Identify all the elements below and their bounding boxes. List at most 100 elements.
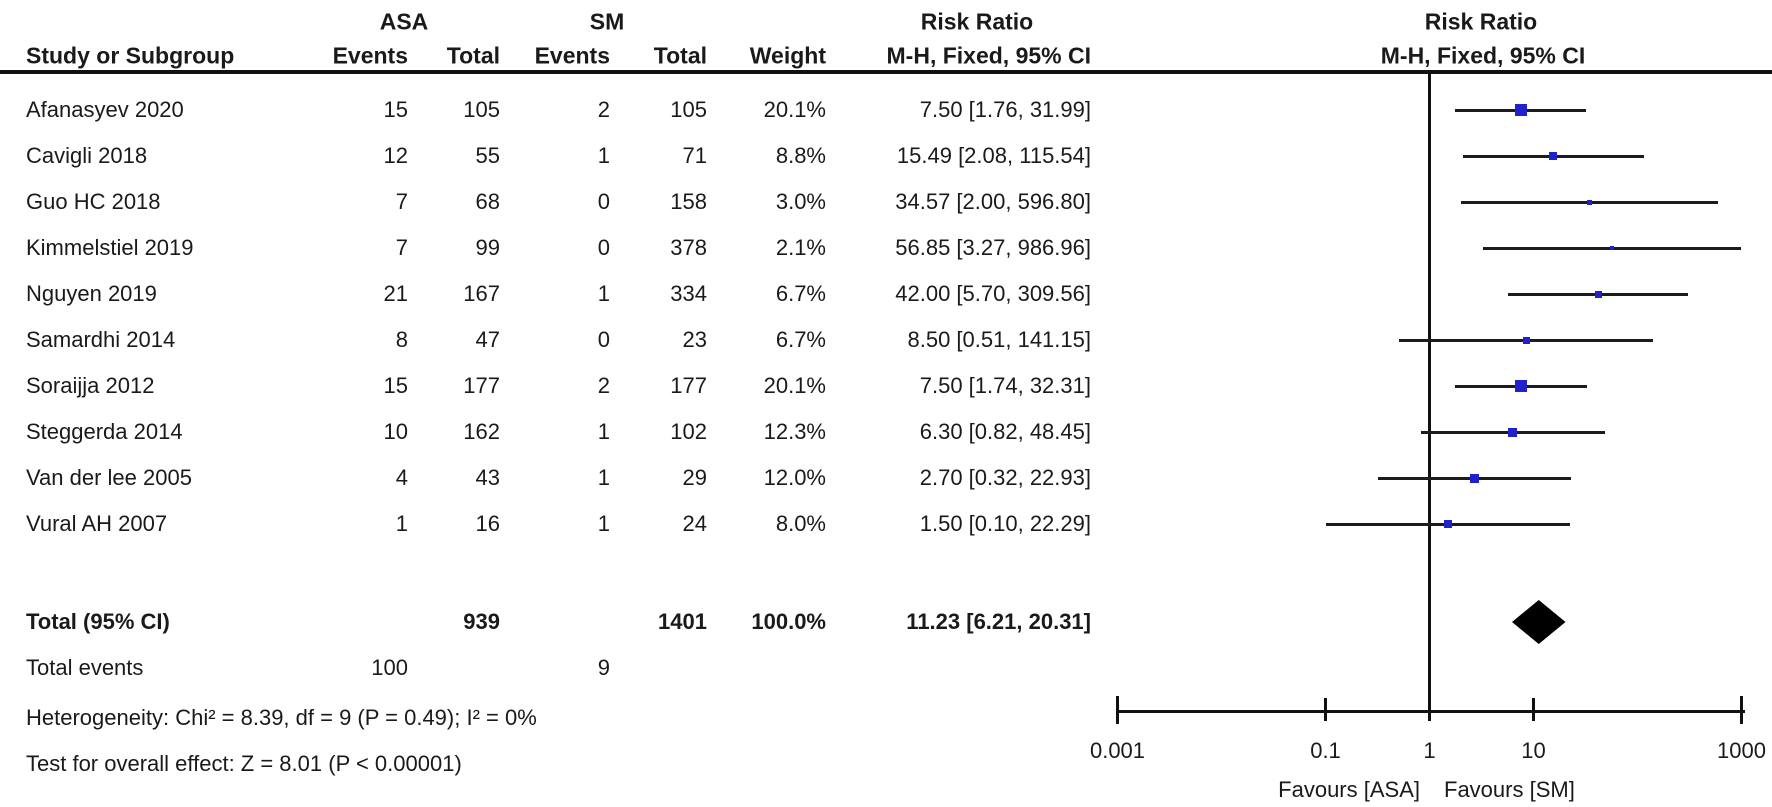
col-header-asa-total: Total [446,42,500,69]
study-name: Guo HC 2018 [26,189,161,214]
overall-effect-text: Test for overall effect: Z = 8.01 (P < 0… [26,751,462,776]
col-header-asa-events: Events [332,42,408,69]
sm-total: 378 [670,235,707,260]
sm-events: 2 [597,373,610,398]
effect-square-marker [1610,246,1614,250]
asa-events: 21 [383,281,408,306]
effect-square-marker [1549,152,1558,160]
axis-tick-label: 1 [1423,738,1436,763]
asa-total: 16 [475,511,500,536]
no-effect-line [1428,74,1431,712]
asa-events: 15 [383,373,408,398]
axis-tick [1532,698,1535,721]
total-events-asa: 100 [371,655,408,680]
sm-total: 105 [670,97,707,122]
weight-value: 6.7% [775,327,826,352]
axis-tick-label: 1000 [1717,738,1766,763]
study-name: Soraijja 2012 [26,373,155,398]
asa-events: 7 [395,235,408,260]
study-name: Afanasyev 2020 [26,97,184,122]
group-header-asa: ASA [379,8,429,35]
sm-events: 1 [597,419,610,444]
sm-events: 1 [597,143,610,168]
sm-total: 24 [682,511,707,536]
asa-events: 12 [383,143,408,168]
ci-text: 6.30 [0.82, 48.45] [919,419,1091,444]
effect-square-marker [1522,336,1530,344]
total-events-sm: 9 [597,655,610,680]
axis-tick [1324,698,1327,721]
ci-text: 15.49 [2.08, 115.54] [896,143,1091,168]
total-weight: 100.0% [751,609,826,634]
ci-text: 7.50 [1.76, 31.99] [919,97,1091,122]
weight-value: 12.3% [763,419,826,444]
asa-events: 1 [395,511,408,536]
effect-header-plot: Risk Ratio [1424,8,1538,35]
study-name: Vural AH 2007 [26,511,168,536]
effect-square-marker [1443,520,1452,528]
ci-text: 2.70 [0.32, 22.93] [919,465,1091,490]
study-name: Kimmelstiel 2019 [26,235,194,260]
col-header-sm-total: Total [653,42,707,69]
sm-total: 29 [682,465,707,490]
asa-total: 68 [475,189,500,214]
asa-events: 7 [395,189,408,214]
sm-events: 1 [597,511,610,536]
effect-square-marker [1594,290,1602,298]
asa-total: 167 [463,281,500,306]
weight-value: 8.8% [775,143,826,168]
asa-events: 4 [395,465,408,490]
asa-total: 162 [463,419,500,444]
pooled-diamond [1512,600,1566,644]
ci-text: 42.00 [5.70, 309.56] [895,281,1091,306]
study-name: Van der lee 2005 [26,465,192,490]
x-axis-line [1118,710,1745,713]
ci-text: 7.50 [1.74, 32.31] [919,373,1091,398]
header-rule [0,70,1772,74]
sm-total: 23 [682,327,707,352]
axis-tick-label: 0.001 [1089,738,1146,763]
sm-events: 2 [597,97,610,122]
ci-text: 34.57 [2.00, 596.80] [895,189,1091,214]
asa-total: 47 [475,327,500,352]
effect-square-marker [1514,104,1527,116]
axis-tick-label: 10 [1521,738,1546,763]
effect-square-marker [1508,427,1518,437]
ci-text: 8.50 [0.51, 141.15] [907,327,1092,352]
weight-value: 6.7% [775,281,826,306]
axis-tick [1428,698,1431,721]
total-sm-total: 1401 [658,609,707,634]
ci-text: 1.50 [0.10, 22.29] [919,511,1091,536]
axis-tick [1740,696,1743,724]
col-header-method-plot: M-H, Fixed, 95% CI [1380,42,1586,69]
sm-total: 177 [670,373,707,398]
axis-tick-label: 0.1 [1310,738,1341,763]
total-events-label: Total events [26,655,144,680]
sm-events: 0 [597,327,610,352]
asa-total: 43 [475,465,500,490]
asa-events: 8 [395,327,408,352]
weight-value: 20.1% [763,373,826,398]
heterogeneity-text: Heterogeneity: Chi² = 8.39, df = 9 (P = … [26,705,537,730]
col-header-method-left: M-H, Fixed, 95% CI [886,42,1091,69]
sm-events: 1 [597,281,610,306]
favours-left-label: Favours [ASA] [1278,777,1420,802]
sm-events: 0 [597,189,610,214]
study-name: Samardhi 2014 [26,327,176,352]
asa-events: 10 [383,419,408,444]
weight-value: 8.0% [775,511,826,536]
asa-total: 177 [463,373,500,398]
sm-total: 334 [670,281,707,306]
ci-text: 56.85 [3.27, 986.96] [895,235,1091,260]
study-name: Cavigli 2018 [26,143,148,168]
asa-total: 55 [475,143,500,168]
group-header-sm: SM [589,8,625,35]
total-asa-total: 939 [463,609,500,634]
asa-total: 105 [463,97,500,122]
sm-total: 102 [670,419,707,444]
weight-value: 20.1% [763,97,826,122]
effect-header-left: Risk Ratio [920,8,1034,35]
axis-tick [1116,696,1119,724]
total-row-label: Total (95% CI) [26,609,170,634]
